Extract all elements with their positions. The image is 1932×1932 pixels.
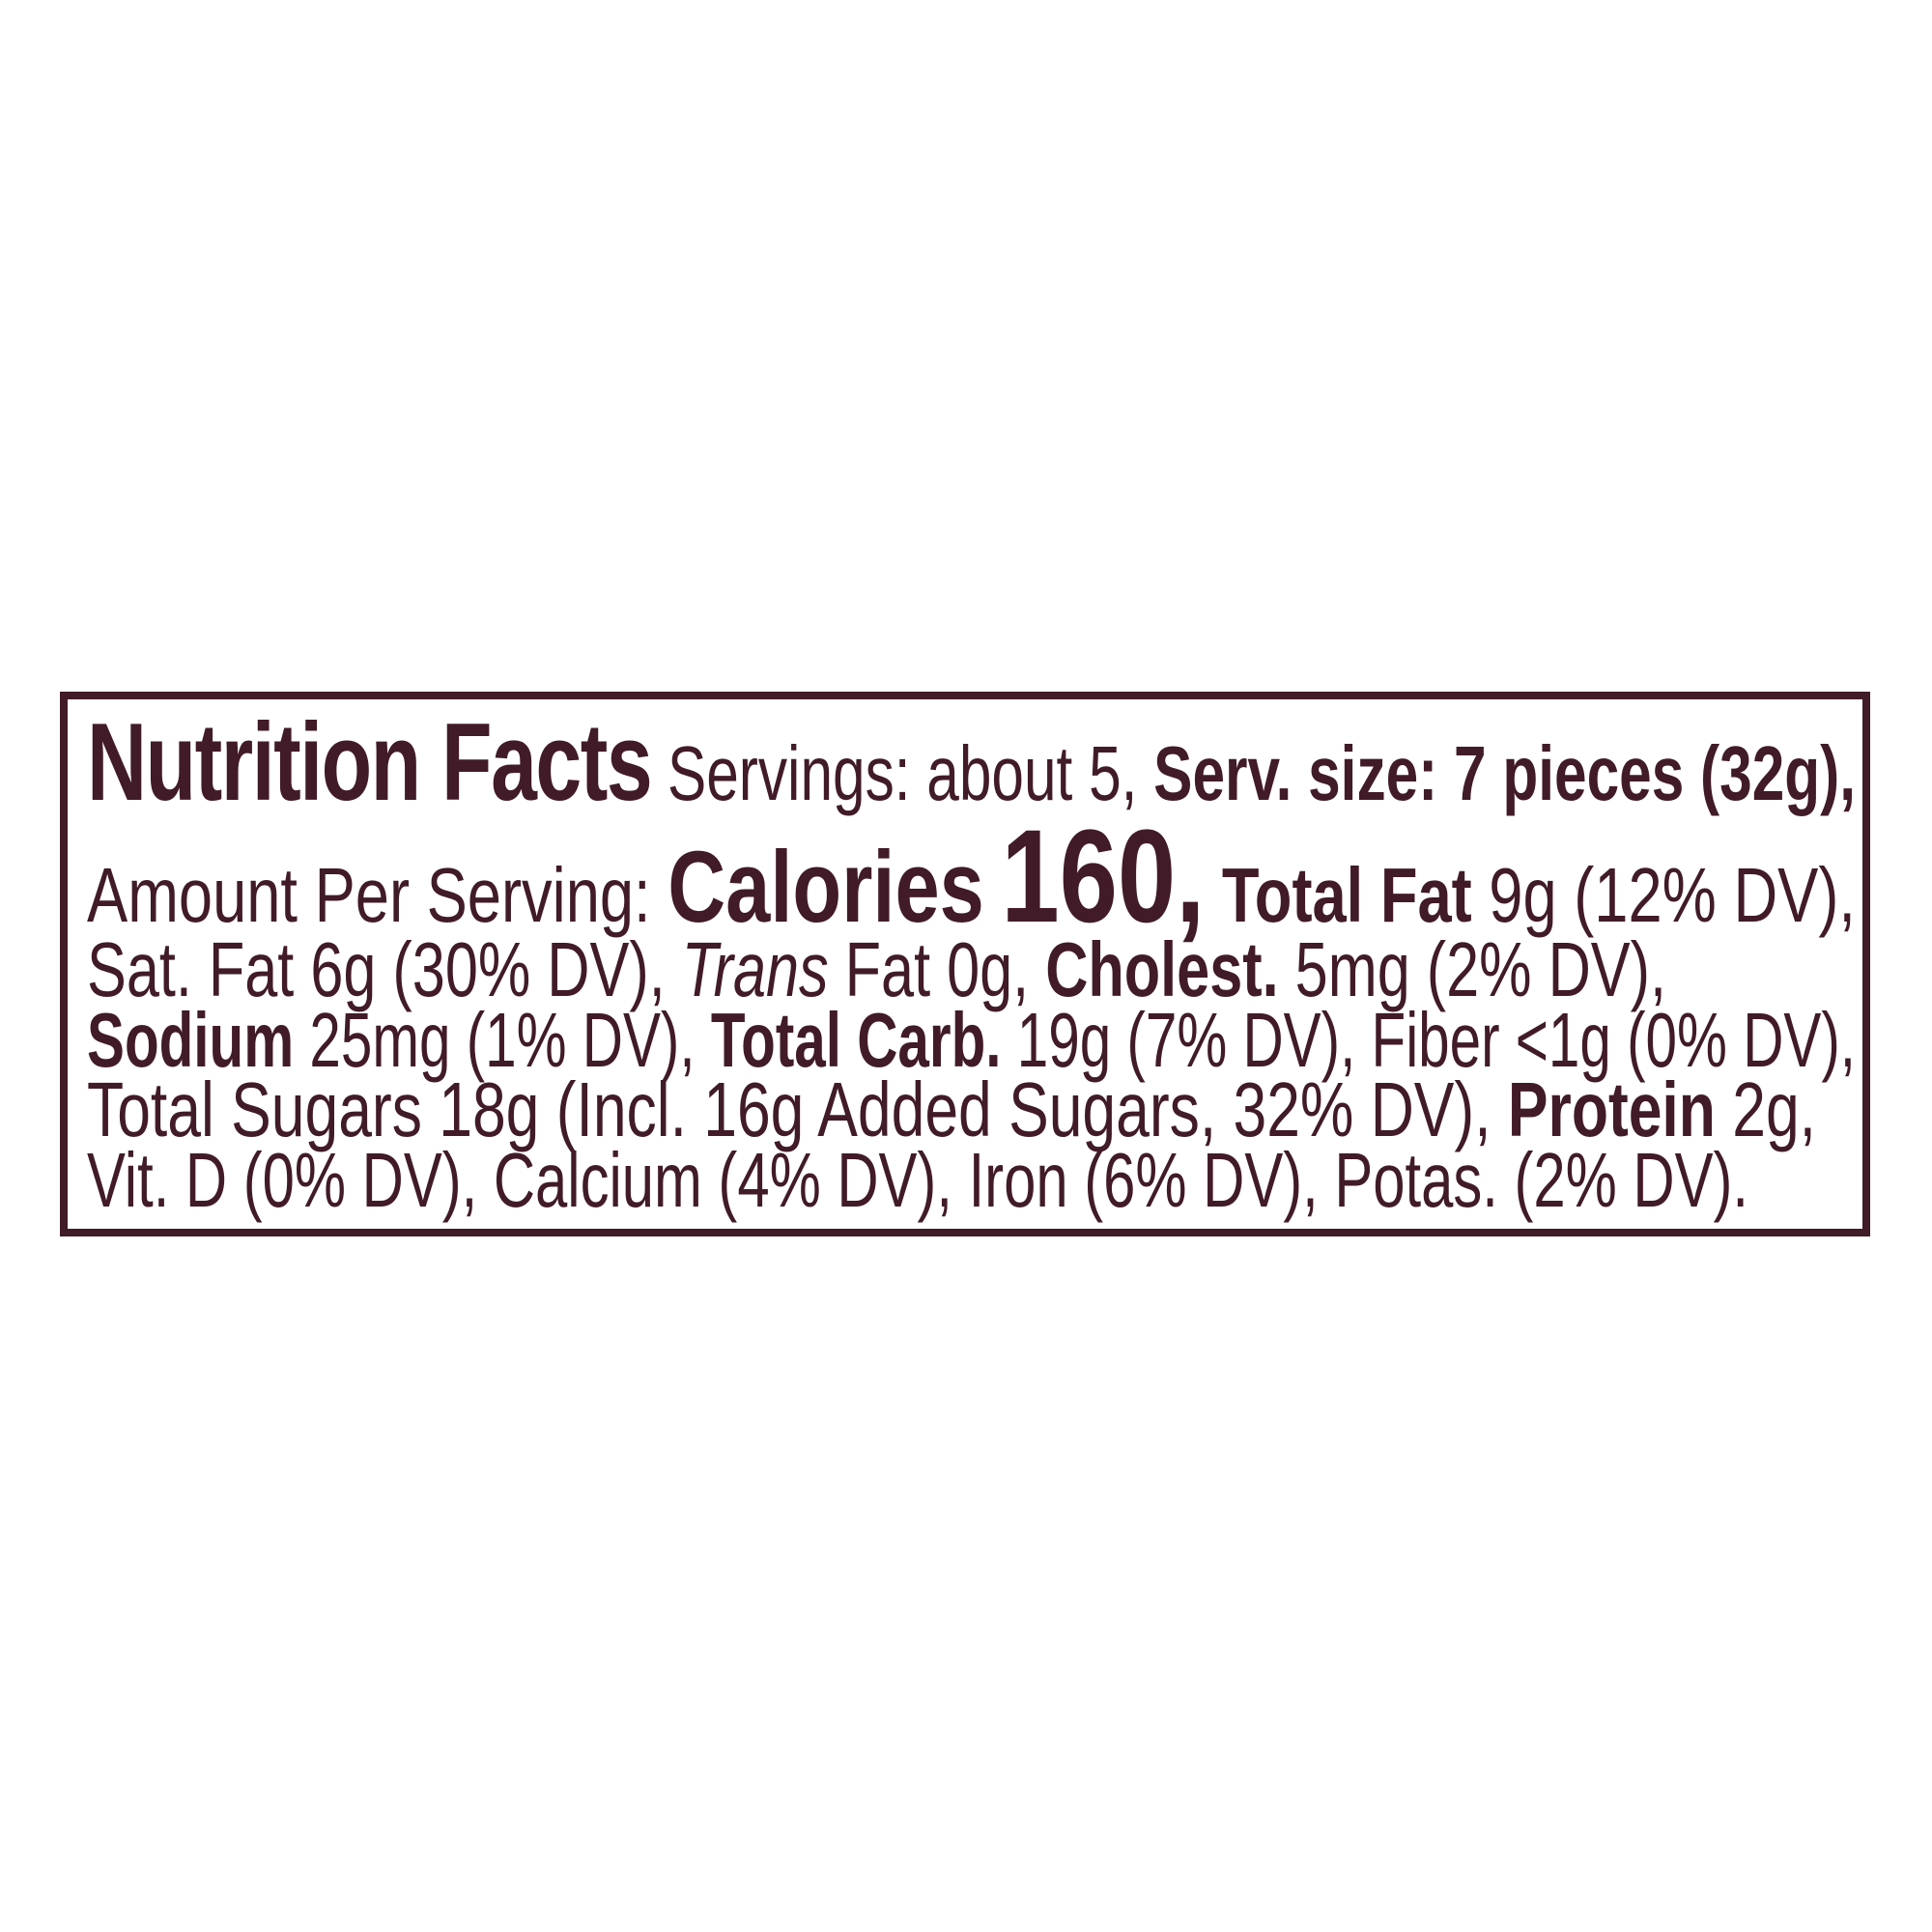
trans-fat-italic: Trans — [681, 926, 829, 1012]
serving-size: Serv. size: 7 pieces (32g), — [1153, 730, 1857, 816]
trans-fat-value: Fat 0g, — [844, 926, 1030, 1012]
amount-per-serving-label: Amount Per Serving: — [87, 852, 651, 938]
fat-cholesterol-line: Sat. Fat 6g (30% DV), Trans Fat 0g, Chol… — [87, 931, 1666, 1009]
servings-count: Servings: about 5, — [667, 730, 1138, 816]
total-carb-label: Total Carb. — [710, 997, 1002, 1083]
cholesterol-label: Cholest. — [1045, 926, 1279, 1012]
sodium-label: Sodium — [87, 997, 295, 1083]
total-fat-label: Total Fat — [1221, 852, 1472, 938]
total-fat-value: 9g (12% DV), — [1489, 852, 1856, 938]
saturated-fat: Sat. Fat 6g (30% DV), — [87, 926, 666, 1012]
micronutrients-text: Vit. D (0% DV), Calcium (4% DV), Iron (6… — [87, 1137, 1748, 1223]
sodium-carb-line: Sodium 25mg (1% DV), Total Carb. 19g (7%… — [87, 1002, 1856, 1079]
nutrition-facts-panel: Nutrition Facts Servings: about 5, Serv.… — [60, 692, 1870, 1236]
micronutrients-line: Vit. D (0% DV), Calcium (4% DV), Iron (6… — [87, 1142, 1748, 1219]
total-sugars: Total Sugars 18g (Incl. 16g Added Sugars… — [87, 1066, 1492, 1152]
total-carb-value: 19g (7% DV), Fiber <1g (0% DV), — [1016, 997, 1856, 1083]
nutrition-facts-title: Nutrition Facts — [87, 701, 653, 824]
calories-label: Calories — [668, 831, 984, 944]
protein-label: Protein — [1507, 1066, 1716, 1152]
calories-line: Amount Per Serving: Calories 160, Total … — [87, 810, 1856, 943]
cholesterol-value: 5mg (2% DV), — [1294, 926, 1666, 1012]
protein-value: 2g, — [1732, 1066, 1816, 1152]
sugars-protein-line: Total Sugars 18g (Incl. 16g Added Sugars… — [87, 1071, 1816, 1149]
calories-value: 160, — [1001, 803, 1206, 951]
sodium-value: 25mg (1% DV), — [309, 997, 696, 1083]
heading-line: Nutrition Facts Servings: about 5, Serv.… — [87, 708, 1856, 818]
